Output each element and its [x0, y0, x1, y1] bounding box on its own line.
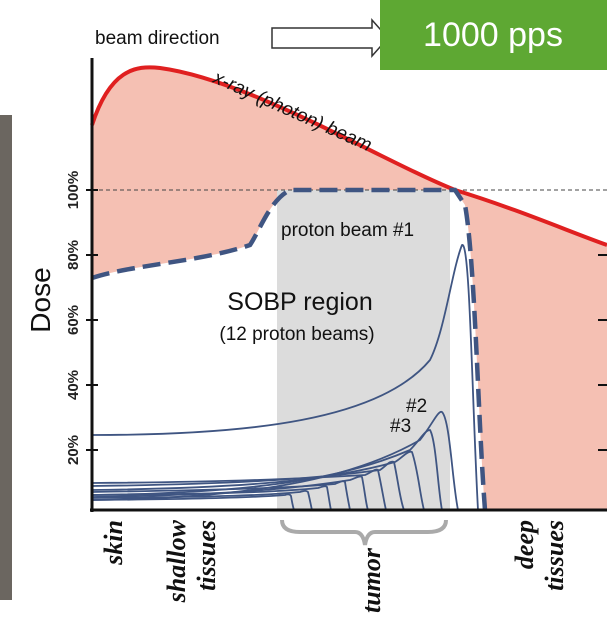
- badge: [380, 0, 607, 70]
- tumor-brace: [280, 519, 448, 546]
- ticks: [86, 189, 607, 451]
- p2-label: #2: [406, 396, 427, 417]
- p3-label: #3: [390, 416, 411, 437]
- sobp-label: SOBP region: [227, 288, 372, 316]
- depth-label: shallowtissues: [162, 519, 221, 603]
- beam-direction-label: beam direction: [95, 28, 220, 49]
- depth-label: tumor: [357, 547, 386, 613]
- beam-arrow: [271, 18, 390, 58]
- depth-label: skin: [99, 520, 128, 566]
- y-tick-label: 40%: [65, 370, 82, 400]
- proton-curves: [91, 244, 479, 511]
- proton1-label: proton beam #1: [281, 220, 414, 241]
- y-axis-label: Dose: [25, 267, 56, 332]
- depth-label: deeptissues: [510, 520, 569, 591]
- y-tick-label: 100%: [65, 171, 82, 209]
- y-tick-label: 80%: [65, 240, 82, 270]
- sobp-note: (12 proton beams): [219, 324, 374, 345]
- xray-fill: [92, 67, 607, 510]
- y-tick-label: 20%: [65, 435, 82, 465]
- xray-curve: [90, 65, 607, 247]
- tumor-region: [277, 190, 450, 510]
- badge-text: 1000 pps: [423, 16, 563, 54]
- sobp-curve: [91, 187, 488, 511]
- y-tick-label: 60%: [65, 305, 82, 335]
- photo-edge: [0, 115, 12, 600]
